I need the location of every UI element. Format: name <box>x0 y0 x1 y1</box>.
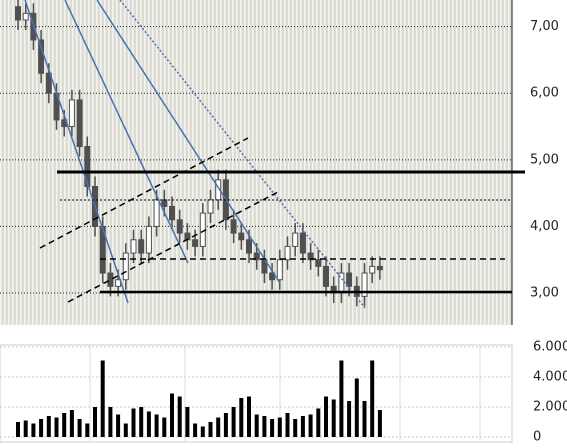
candle-body <box>346 272 353 287</box>
volume-bar <box>154 414 159 437</box>
candle-body <box>176 219 183 234</box>
volume-bar <box>370 360 375 437</box>
volume-bar <box>39 419 44 437</box>
volume-bar <box>108 407 113 437</box>
y-tick-label: 7,00 <box>530 19 559 34</box>
candle-body <box>15 6 21 21</box>
y-tick-label: 0 <box>533 430 541 445</box>
volume-bar <box>277 417 282 437</box>
volume-bar <box>247 396 251 437</box>
candle-body <box>215 179 222 201</box>
volume-bar <box>347 401 352 437</box>
volume-bar <box>31 423 36 437</box>
candle-body <box>161 199 168 207</box>
candle-body <box>38 39 45 74</box>
volume-bar <box>177 396 182 437</box>
volume-bar <box>262 416 267 437</box>
candle-body <box>138 239 145 254</box>
y-tick-label: 4.000 <box>533 370 567 385</box>
volume-bar <box>16 422 20 437</box>
volume-bar <box>362 401 367 437</box>
candle-body <box>292 232 299 247</box>
volume-bar <box>331 399 336 437</box>
y-tick-label: 6.000 <box>533 340 567 355</box>
candle-body <box>84 146 91 187</box>
candle-body <box>246 239 252 254</box>
candle-body <box>315 259 322 267</box>
volume-bar <box>139 407 144 437</box>
volume-bar <box>185 407 190 437</box>
candle-body <box>361 272 368 297</box>
volume-bar <box>116 414 121 437</box>
candle-body <box>22 12 29 21</box>
candle-body <box>145 225 152 254</box>
volume-bar <box>131 408 136 437</box>
volume-bar <box>69 410 74 437</box>
candle-body <box>169 205 175 221</box>
y-tick-label: 4,00 <box>530 219 559 234</box>
volume-bar <box>254 414 259 437</box>
candle-body <box>323 265 329 287</box>
candle-body <box>230 219 237 234</box>
candle-body <box>207 199 214 214</box>
y-tick-label: 5,00 <box>530 152 559 167</box>
candle-body <box>45 72 52 94</box>
volume-bar <box>324 396 328 437</box>
y-tick-label: 3,00 <box>530 286 559 301</box>
volume-bar <box>100 360 105 437</box>
volume-bar <box>308 414 313 437</box>
volume-bar <box>170 393 174 437</box>
volume-bar <box>85 423 90 437</box>
candle-body <box>238 232 245 241</box>
candle-body <box>269 272 276 281</box>
volume-bar <box>354 378 359 437</box>
volume-bar <box>162 417 167 437</box>
candle-body <box>299 232 306 254</box>
volume-bar <box>231 407 236 437</box>
volume-bar <box>339 360 344 437</box>
volume-bar <box>193 423 198 437</box>
candle-body <box>153 199 160 227</box>
volume-bar <box>208 422 213 437</box>
volume-bar <box>77 419 82 437</box>
volume-bar <box>146 411 151 437</box>
y-tick-label: 2.000 <box>533 400 567 415</box>
candle-body <box>76 99 83 148</box>
candle-body <box>284 245 291 261</box>
candle-body <box>68 99 75 128</box>
volume-bar <box>123 423 128 437</box>
candle-body <box>122 252 129 281</box>
price-panel <box>0 0 512 325</box>
candle-body <box>276 259 283 281</box>
candle-body <box>192 239 199 247</box>
volume-bar <box>223 413 228 437</box>
volume-bar <box>293 419 298 437</box>
volume-bar <box>285 413 290 437</box>
volume-bar <box>300 416 305 437</box>
volume-bar <box>270 419 275 437</box>
candle-body <box>369 265 376 274</box>
candle-body <box>376 265 383 271</box>
y-tick-label: 6,00 <box>530 86 559 101</box>
volume-bar <box>62 413 67 437</box>
volume-bar <box>200 426 205 437</box>
volume-bar <box>54 417 59 437</box>
trend-lines <box>24 0 525 309</box>
volume-bar <box>46 416 51 437</box>
volume-grid <box>89 345 481 442</box>
candle-body <box>107 272 114 287</box>
volume-bar <box>23 420 28 437</box>
volume-bar <box>239 398 244 437</box>
volume-bar <box>316 408 321 437</box>
volume-bar <box>216 417 221 437</box>
volume-bar <box>377 410 382 437</box>
candle-body <box>253 252 260 261</box>
volume-bar <box>93 407 97 437</box>
candle-body <box>130 239 137 254</box>
